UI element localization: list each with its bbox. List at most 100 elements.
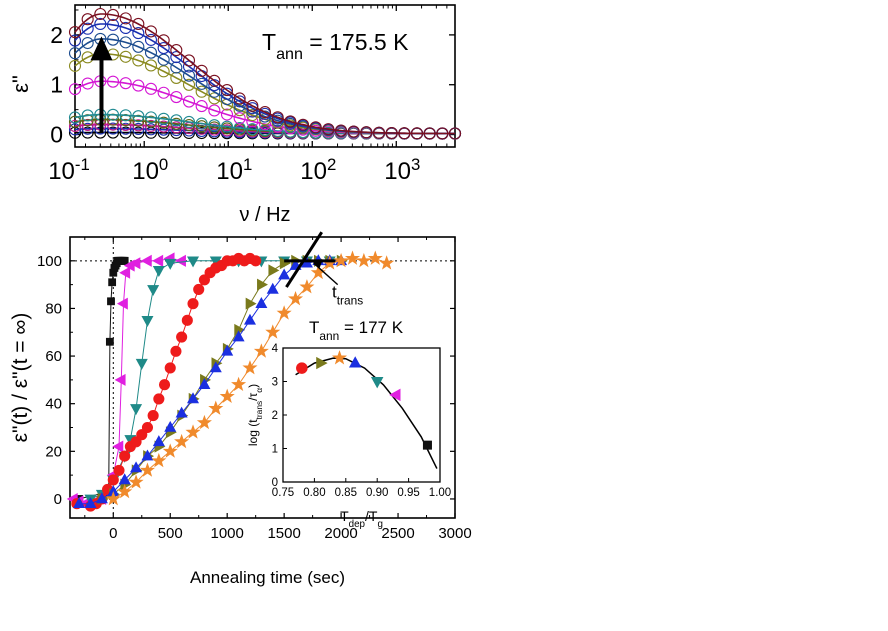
top-x-tick-label: 101 (216, 155, 252, 186)
top-series-marker (106, 33, 120, 46)
top-series-marker (246, 109, 259, 122)
top-series-marker (144, 111, 158, 124)
top-annotation-part: = 175.5 K (303, 29, 409, 55)
top-series-marker (322, 123, 335, 136)
top-series-marker (182, 54, 196, 67)
top-series-marker (144, 46, 158, 59)
top-x-tick-label-part: 10 (132, 158, 159, 185)
bottom-series-marker (299, 279, 315, 294)
top-series-marker (182, 115, 196, 129)
inset-y-axis-label: log (ttrans/τα) (246, 384, 264, 446)
top-series-marker (182, 69, 196, 82)
top-y-tick-label: 0 (50, 122, 63, 148)
inset-frame (282, 347, 441, 483)
top-series-marker (132, 27, 145, 40)
inset-marker-star (331, 350, 348, 365)
bottom-series-marker (221, 344, 234, 356)
inset-x-tick-label: 0.85 (335, 487, 357, 499)
top-series-marker (119, 77, 132, 90)
top-series-marker (68, 34, 82, 47)
inset-x-tick-label: 0.75 (272, 487, 294, 499)
top-series-marker (385, 126, 398, 140)
bottom-series-marker (105, 337, 114, 346)
top-series-marker (182, 78, 196, 91)
bottom-series-marker (187, 392, 200, 404)
bottom-series-marker (257, 278, 268, 291)
bottom-series-marker (129, 257, 141, 270)
bottom-series-marker (356, 252, 372, 268)
top-series-marker (284, 115, 297, 128)
top-series-marker (170, 61, 183, 74)
inset: 0.75 0.80 0.85 0.90 0.95 1.00 0 1 2 3 4 Tdep/Tg log … (246, 343, 451, 530)
top-series-marker (119, 12, 132, 25)
top-series-marker (170, 71, 183, 84)
top-series (68, 7, 462, 140)
inset-y-tick-label: 1 (272, 444, 278, 456)
bottom-series-marker (242, 360, 258, 375)
top-x-tick-label-part: 10 (216, 158, 243, 185)
bottom-series-marker (151, 452, 167, 468)
bottom-series-marker (141, 421, 154, 434)
bottom-series-marker (253, 343, 269, 358)
inset-y-tick-label: 0 (272, 477, 278, 489)
bottom-series-marker (196, 414, 212, 430)
inset-x-axis-label: Tdep/Tg (340, 508, 383, 530)
bottom-series-marker (250, 255, 262, 267)
bottom-y-tick-label: 20 (45, 443, 62, 460)
bottom-series-marker (208, 400, 224, 415)
top-series-marker (182, 118, 196, 132)
inset-marker-square (422, 440, 432, 450)
top-series-marker (144, 25, 158, 38)
bottom-series-marker (147, 410, 159, 422)
top-series-marker (132, 119, 145, 132)
bottom-x-axis-label: Annealing time (sec) (190, 568, 345, 587)
top-series-marker (132, 54, 145, 67)
bottom-series-marker (95, 492, 108, 504)
bottom-series-marker (107, 474, 119, 486)
top-series-marker (68, 111, 82, 124)
top-series-marker (68, 83, 82, 96)
inset-x-axis-label-part: dep (349, 519, 366, 530)
bottom-series-marker (152, 435, 165, 447)
top-series-marker (157, 112, 170, 125)
top-series-marker (119, 109, 132, 122)
top-series-marker (208, 119, 221, 132)
inset-y-tick-label: 4 (272, 343, 279, 355)
top-annotation-part: ann (276, 45, 303, 63)
bottom-annotation-part: T (309, 318, 319, 337)
bottom-series-marker (245, 297, 257, 310)
top-series-marker (208, 92, 221, 105)
top-y-tick-label: 2 (50, 22, 63, 48)
top-series-marker (81, 109, 94, 122)
bottom-series-marker (255, 297, 268, 308)
top-series-marker (258, 106, 272, 119)
bottom-x-tick-label: 1500 (267, 525, 300, 542)
top-series-marker (132, 17, 145, 31)
top-series-marker (144, 123, 158, 136)
bottom-series-marker (266, 282, 279, 294)
top-series-marker (170, 121, 183, 134)
bottom-series-marker (164, 258, 177, 270)
bottom-x-tick-label: 2500 (381, 525, 414, 542)
top-series-line (74, 13, 455, 135)
ttrans-label-part: trans (337, 294, 363, 308)
top-series-marker (106, 108, 120, 121)
top-series-marker (448, 127, 462, 140)
bottom-y-tick-label: 80 (45, 300, 62, 317)
top-series-marker (157, 116, 170, 129)
top-series-marker (233, 112, 246, 125)
top-series-marker (195, 85, 208, 98)
top-series-marker (309, 121, 322, 134)
bottom-series-marker (265, 324, 281, 339)
bottom-series-marker (310, 264, 326, 280)
top-series-marker (132, 40, 145, 53)
top-arrow-head (90, 36, 113, 61)
bottom-series-marker (130, 461, 143, 473)
top-series-marker (106, 126, 120, 139)
top-x-tick-label-part: 10 (300, 158, 327, 185)
top-x-tick-label: 102 (300, 155, 336, 186)
top-series-marker (81, 126, 94, 139)
top-series-marker (246, 123, 259, 136)
top-series-marker (119, 21, 132, 35)
